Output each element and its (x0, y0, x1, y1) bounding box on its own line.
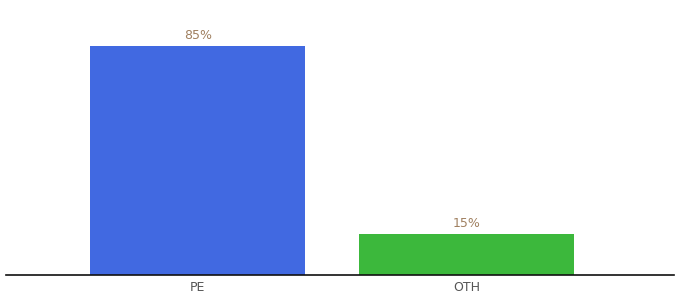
Bar (359, 234, 575, 274)
Text: 15%: 15% (453, 217, 481, 230)
Text: 85%: 85% (184, 29, 211, 42)
Bar (90, 46, 305, 274)
